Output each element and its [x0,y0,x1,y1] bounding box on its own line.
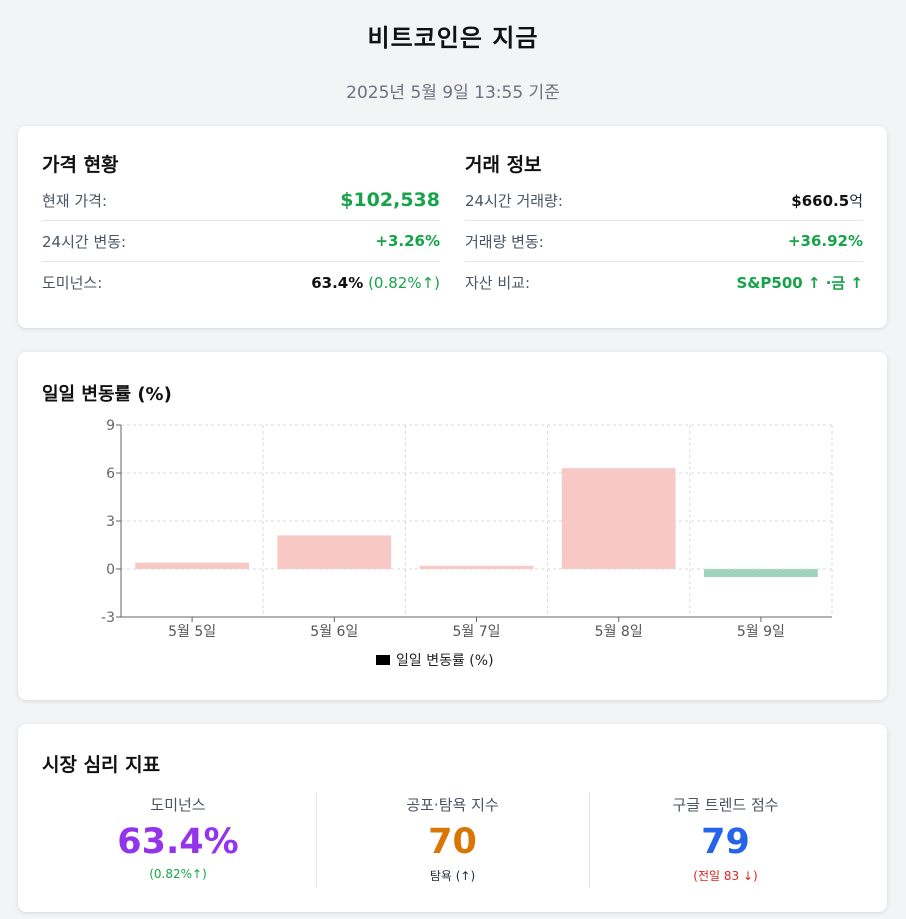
dominance-label: 도미넌스: [42,274,103,292]
price-status-title: 가격 현황 [42,154,119,176]
price-status-section: 가격 현황 현재 가격: $102,538 24시간 변동: +3.26% 도미… [42,150,440,303]
page-subtitle: 2025년 5월 9일 13:55 기준 [346,83,560,103]
dominance-value-group: 63.4% (0.82%↑) [311,274,440,292]
legend-swatch [376,655,390,665]
legend-label: 일일 변동률 (%) [396,653,494,669]
google-trends-label: 구글 트렌드 점수 [672,796,779,814]
sentiment-dominance-change: (0.82%↑) [149,867,207,881]
volume-value-group: $660.5억 [791,190,863,211]
google-trends-prev: (전일 83 ↓) [693,869,758,883]
fear-greed-status: 탐욕 (↑) [429,869,476,883]
chart-card: 일일 변동률 (%) -3 0 3 6 9 5월 5일 5월 6일 5월 7일 5월 8일 5월 … [18,352,887,700]
fear-greed-label: 공포·탐욕 지수 [406,796,499,814]
sentiment-dominance-label: 도미넌스 [150,796,206,814]
fear-greed-value: 70 [428,822,477,862]
volume-change-value: +36.92% [787,232,863,250]
sentiment-card: 시장 심리 지표 도미넌스 63.4% (0.82%↑) 공포·탐욕 지수 70… [18,724,887,912]
bar [561,468,676,569]
summary-card: 가격 현황 현재 가격: $102,538 24시간 변동: +3.26% 도미… [18,126,887,328]
volume-change-row: 거래량 변동: +36.92% [465,221,863,262]
bar [135,562,249,569]
trade-info-title: 거래 정보 [465,154,542,176]
page-title: 비트코인은 지금 [367,24,539,52]
x-tick-label: 5월 9일 [737,624,785,640]
x-tick-label: 5월 8일 [595,624,643,640]
volume-row: 24시간 거래량: $660.5억 [465,180,863,221]
current-price-value: $102,538 [340,189,440,211]
dominance-row: 도미넌스: 63.4% (0.82%↑) [42,262,440,303]
asset-compare-value: S&P500 ↑ ·금 ↑ [736,274,864,292]
volume-change-label: 거래량 변동: [465,232,544,251]
sentiment-title: 시장 심리 지표 [42,754,161,776]
x-tick-label: 5월 7일 [452,624,500,640]
y-tick-label: 3 [106,514,115,530]
price-change-value: +3.26% [375,232,440,250]
dominance-value: 63.4% [311,273,364,292]
bar [277,535,392,569]
y-tick-label: 0 [106,562,115,578]
trade-info-section: 거래 정보 24시간 거래량: $660.5억 거래량 변동: +36.92% … [465,150,863,303]
current-price-label: 현재 가격: [42,191,108,210]
volume-unit: 억 [849,191,863,210]
current-price-row: 현재 가격: $102,538 [42,180,440,221]
sentiment-google-trends: 구글 트렌드 점수 79 (전일 83 ↓) [589,792,861,888]
asset-compare-label: 자산 비교: [465,274,531,292]
sentiment-dominance: 도미넌스 63.4% (0.82%↑) [42,792,314,888]
price-change-label: 24시간 변동: [42,232,127,251]
volume-value: $660.5 [791,191,850,210]
chart-title: 일일 변동률 (%) [42,384,172,405]
x-tick-label: 5월 6일 [310,624,358,640]
sentiment-fear-greed: 공포·탐욕 지수 70 탐욕 (↑) [316,792,588,888]
sentiment-dominance-value: 63.4% [117,822,239,862]
volume-label: 24시간 거래량: [465,191,563,210]
y-tick-label: 9 [106,418,115,434]
y-tick-label: -3 [101,610,115,626]
price-change-row: 24시간 변동: +3.26% [42,221,440,262]
dominance-change: (0.82%↑) [368,273,440,292]
y-tick-label: 6 [106,466,115,482]
bar [419,565,534,569]
x-tick-label: 5월 5일 [168,624,216,640]
google-trends-value: 79 [701,822,750,862]
bar [704,569,818,577]
asset-compare-row: 자산 비교: S&P500 ↑ ·금 ↑ [465,262,863,303]
